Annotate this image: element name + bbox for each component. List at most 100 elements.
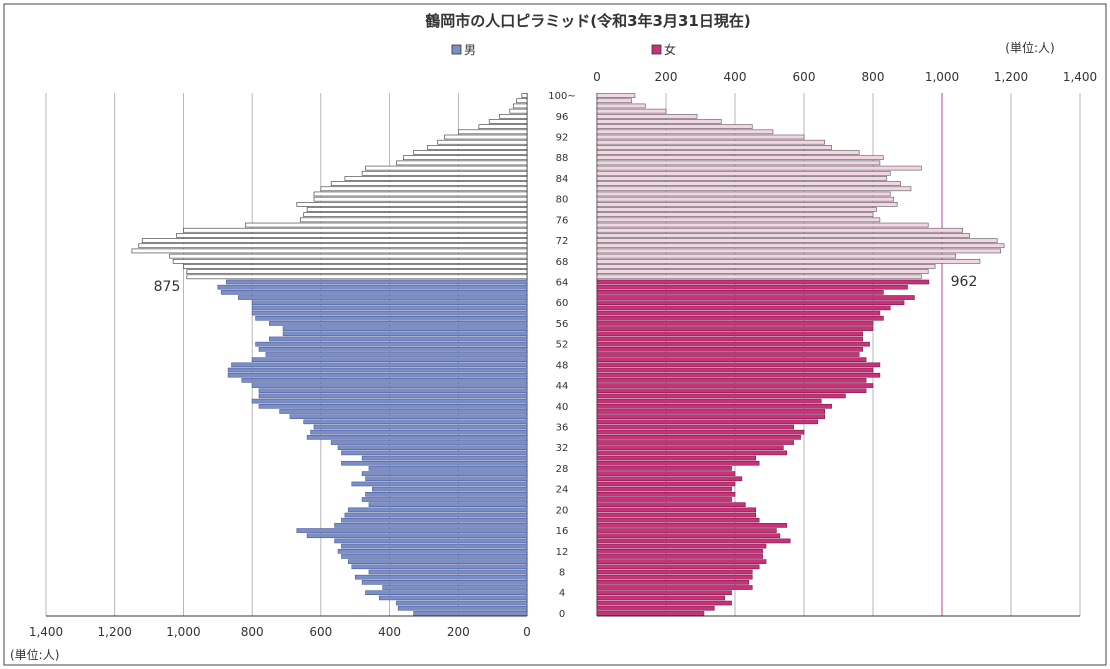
age-tick-label: 100~ [548,91,575,102]
female-bar [596,196,895,202]
female-bar [596,548,763,554]
x-tick-label-female: 200 [655,70,678,84]
x-tick-label-male: 1,400 [29,625,63,639]
female-bars [596,93,1005,616]
x-tick-label-female: 400 [724,70,747,84]
female-bar [596,491,736,497]
age-tick-label: 40 [556,402,569,413]
male-bar [296,528,528,533]
male-bar [138,243,528,249]
age-tick-label: 60 [556,298,569,309]
male-bar [341,460,528,466]
male-bar [258,403,528,409]
female-bar [596,160,881,166]
x-tick-label-female: 1,400 [1063,70,1097,84]
female-bar [596,222,929,228]
male-bars [131,93,528,616]
male-bar [341,543,528,549]
male-bar [437,139,528,145]
age-tick-label: 20 [556,505,569,516]
male-bar [296,202,528,207]
female-bar [596,476,743,482]
chart-title: 鶴岡市の人口ピラミッド(令和3年3月31日現在) [425,12,750,30]
male-bar [330,181,528,186]
male-bar [396,160,528,166]
x-tick-label-female: 800 [862,70,885,84]
male-bar [313,424,528,430]
female-bar [596,590,732,596]
male-bar [334,538,528,544]
male-bar [251,398,528,404]
female-bar [596,435,801,440]
female-bar [596,279,930,285]
age-labels: 0481216202428323640444852566064687276808… [548,91,575,620]
age-tick-label: 0 [559,609,565,620]
male-bar [227,367,528,373]
age-tick-label: 28 [556,464,569,475]
male-bar [337,548,528,554]
female-bar [596,450,788,456]
male-bar [444,134,528,140]
male-bar [341,517,528,523]
age-tick-label: 68 [556,257,569,268]
female-bar [596,145,832,150]
male-bar [509,108,528,114]
female-bar [596,341,870,347]
female-bar [596,460,760,466]
age-tick-label: 84 [556,174,569,185]
female-bar [596,295,915,300]
male-bar [378,595,528,601]
male-bar [396,600,528,606]
age-tick-label: 76 [556,215,569,226]
age-tick-label: 16 [556,526,569,537]
female-bar [596,181,901,186]
female-bar [596,605,715,611]
female-bar [596,419,819,425]
male-bar [231,362,528,368]
female-bar [596,165,922,171]
age-tick-label: 32 [556,443,569,454]
male-bar [131,248,528,254]
male-bar [183,264,528,269]
male-bar [141,238,528,243]
male-bar [516,98,528,104]
x-tick-label-male: 600 [309,625,332,639]
male-bar [217,284,528,290]
male-bar [365,476,528,482]
axis-labels: 1,400 1,200 1,000 800 600 400 200 00 200 400 600 80… [29,70,1097,639]
x-tick-label-male: 1,000 [166,625,200,639]
male-bar [251,300,528,306]
female-bar [596,217,881,223]
x-tick-label-female: 0 [593,70,601,84]
age-tick-label: 48 [556,360,569,371]
female-bar [596,139,825,145]
x-tick-label-male: 400 [378,625,401,639]
male-bar [183,227,528,233]
female-bar [596,378,867,383]
female-bar [596,248,1001,254]
female-bar [596,517,760,523]
female-bar [596,471,736,476]
male-bar [186,274,528,280]
female-bar [596,424,794,430]
chart-frame [3,3,1107,666]
female-bar [596,321,874,326]
female-bar [596,269,929,274]
male-bar [279,409,528,414]
male-bar [337,445,528,451]
male-bar [361,471,528,476]
male-bar [306,207,528,212]
female-bar [596,440,794,445]
female-bar [596,409,825,414]
male-bar [313,191,528,197]
female-bar [596,227,964,233]
age-tick-label: 4 [559,588,565,599]
female-bar [596,398,822,404]
female-bar [596,543,767,549]
female-bar [596,264,936,269]
female-bar [596,393,846,399]
female-bar [596,150,860,155]
male-bar [488,119,528,124]
male-bar [169,253,528,259]
age-tick-label: 44 [556,381,569,392]
